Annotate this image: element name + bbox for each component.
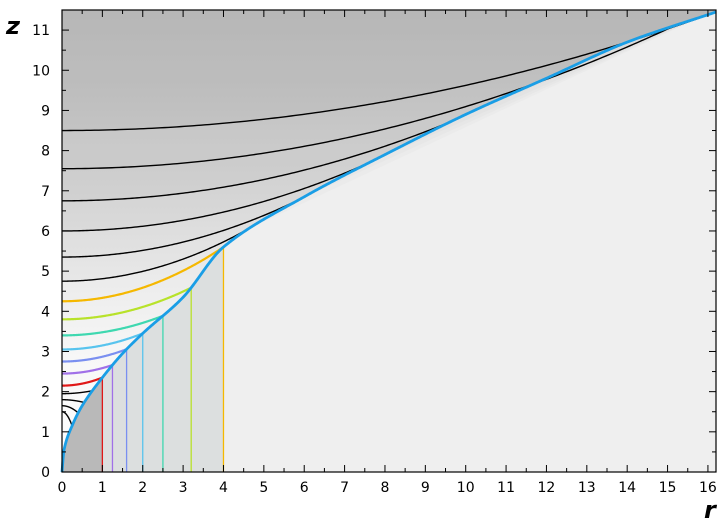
y-tick-label: 9 [41,103,50,119]
x-tick-label: 9 [421,480,430,496]
upper-band [62,10,716,131]
x-tick-label: 5 [259,480,268,496]
upper-band [62,10,716,231]
y-tick-label: 3 [41,344,50,360]
series-curve [62,363,113,375]
upper-band [62,10,716,201]
y-tick-label: 5 [41,264,50,280]
x-tick-label: 0 [58,480,67,496]
y-tick-label: 2 [41,385,50,401]
y-tick-label: 10 [32,63,50,79]
y-tick-label: 0 [41,465,50,481]
series-curve [62,332,144,351]
x-tick-label: 8 [381,480,390,496]
x-tick-label: 4 [219,480,228,496]
series-curve [62,390,93,395]
x-tick-label: 12 [538,480,556,496]
x-tick-label: 11 [497,480,515,496]
upper-band [62,10,716,258]
series-curve [61,24,676,170]
envelope-curve [60,10,717,473]
x-tick-label: 13 [578,480,596,496]
series-curve [62,398,85,404]
series-curve [62,405,79,414]
y-tick-label: 1 [41,425,50,441]
x-tick-label: 6 [300,480,309,496]
x-tick-label: 2 [138,480,147,496]
y-tick-label: 8 [41,144,50,160]
x-tick-label: 10 [457,480,475,496]
y-axis-title: z [5,12,21,40]
inner-core-region [62,377,103,472]
series-curve [62,376,103,387]
series-curve [62,228,249,282]
x-tick-label: 3 [179,480,188,496]
x-tick-label: 15 [659,480,677,496]
upper-region [62,10,716,472]
y-tick-label: 11 [32,23,50,39]
series-curve [62,314,164,337]
x-tick-label: 14 [618,480,636,496]
series-curve [61,121,450,202]
x-tick-label: 16 [699,480,717,496]
series-curve [62,286,192,321]
x-tick-label: 1 [98,480,107,496]
x-axis-title: r [704,496,718,523]
y-tick-label: 4 [41,304,50,320]
y-tick-label: 7 [41,184,50,200]
series-curve [62,11,717,132]
plot-frame [61,9,717,473]
y-tick-label: 6 [41,224,50,240]
upper-band [62,10,716,169]
upper-band [62,10,716,282]
series-curve [62,198,301,258]
series-curve [61,162,370,232]
series-curve [62,246,225,303]
series-curve [62,348,127,363]
x-tick-label: 7 [340,480,349,496]
